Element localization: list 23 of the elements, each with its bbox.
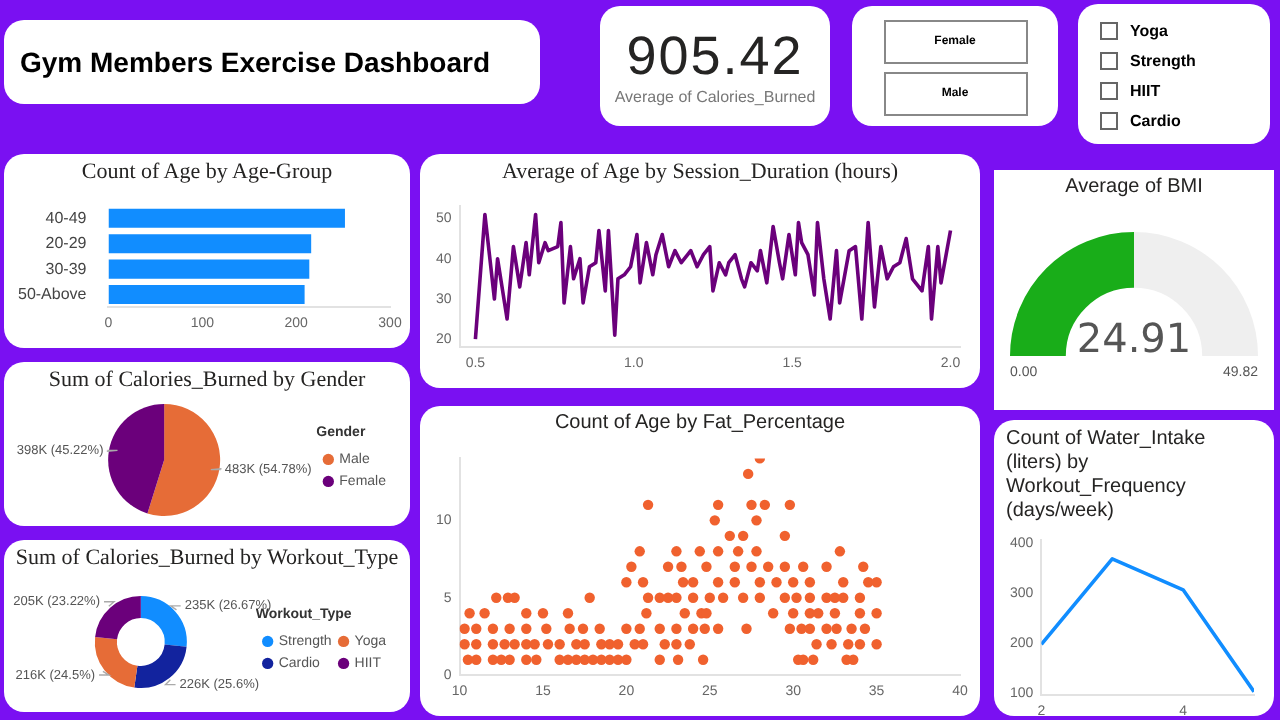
chart-title: Count of Water_Intake (liters) by Workout_Frequency (days/week) xyxy=(1004,426,1208,524)
y-tick-label: 40-49 xyxy=(45,208,88,227)
chart-title: Count of Age by Fat_Percentage xyxy=(552,410,848,438)
text: Gym Members Exercise Dashboard xyxy=(4,20,540,104)
text: Strength xyxy=(1130,52,1196,70)
text: 905.42 xyxy=(624,26,806,88)
chart-title: Count of Age by Age-Group xyxy=(79,158,335,188)
bar xyxy=(108,284,305,305)
bar xyxy=(108,208,345,228)
text: HIIT xyxy=(1130,82,1161,100)
y-tick-label: 20-29 xyxy=(45,234,88,253)
bar xyxy=(108,259,310,279)
text: Yoga xyxy=(1130,22,1168,40)
chart-title: Sum of Calories_Burned by Workout_Type xyxy=(13,544,401,574)
chart-title: Average of BMI xyxy=(1063,174,1205,202)
text: Average of Calories_Burned xyxy=(612,88,818,106)
bar xyxy=(108,234,312,254)
chart-title: Average of Age by Session_Duration (hours) xyxy=(499,158,901,188)
y-tick-label: 50-Above xyxy=(17,284,88,303)
chart-title: Sum of Calories_Burned by Gender xyxy=(46,366,368,396)
y-tick-label: 30-39 xyxy=(45,259,88,278)
text: 24.91 xyxy=(1076,314,1192,362)
text: Cardio xyxy=(1130,112,1181,130)
